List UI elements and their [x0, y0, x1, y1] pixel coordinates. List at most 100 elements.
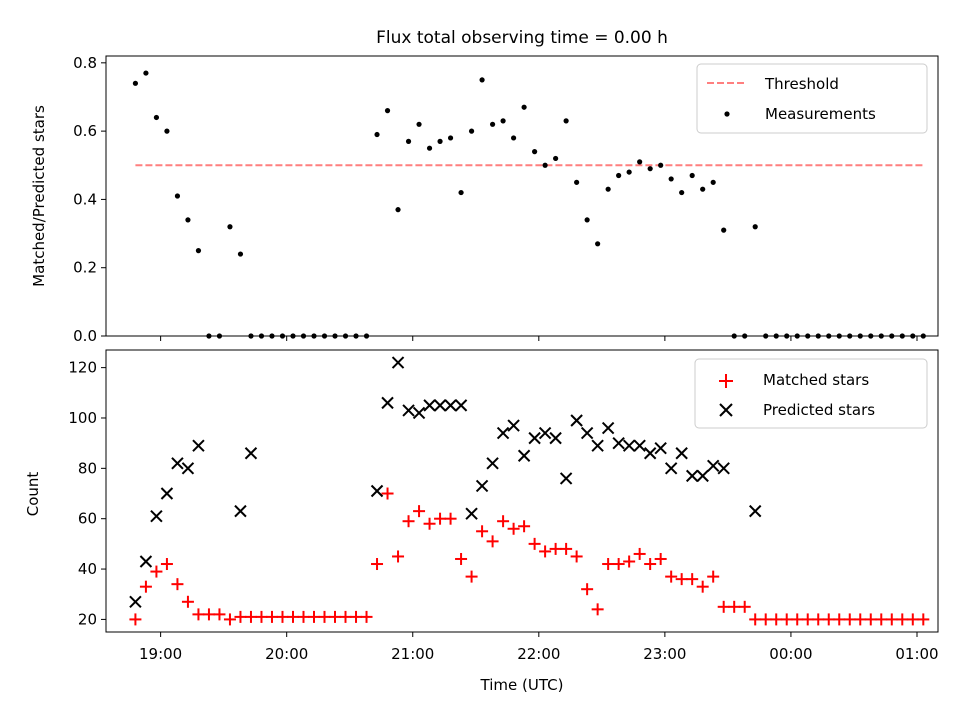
matched-star-point: [244, 610, 257, 623]
matched-star-point: [318, 610, 331, 623]
predicted-star-point: [160, 487, 174, 500]
measurement-point: [395, 207, 401, 213]
measurement-point: [658, 162, 664, 168]
matched-star-point: [265, 610, 278, 623]
top-y-axis-label: Matched/Predicted stars: [30, 105, 48, 287]
predicted-star-point: [370, 484, 384, 498]
measurement-point: [826, 333, 832, 339]
matched-star-point: [822, 613, 835, 626]
matched-star-point: [139, 580, 152, 593]
predicted-star-point: [601, 421, 615, 435]
matched-star-point: [434, 512, 447, 525]
predicted-star-point: [591, 439, 604, 452]
matched-star-point: [644, 558, 657, 571]
matched-star-point: [549, 542, 562, 555]
matched-star-point: [339, 610, 352, 623]
measurement-point: [784, 333, 790, 339]
matched-star-point: [759, 613, 772, 626]
predicted-star-point: [706, 459, 720, 473]
bottom-y-tick-label: 120: [68, 359, 97, 377]
matched-star-point: [780, 613, 793, 626]
matched-star-point: [497, 515, 510, 528]
predicted-star-point: [643, 447, 657, 460]
measurement-point: [868, 333, 874, 339]
bottom-panel: 20 40 60 80 100 120 19:00 20:00 21:00 22:00 23:00…: [24, 349, 939, 694]
x-tick-label: 00:00: [769, 645, 812, 663]
measurement-point: [637, 159, 643, 165]
measurement-point: [815, 333, 821, 339]
measurement-point: [384, 108, 391, 114]
matched-star-point: [202, 608, 215, 621]
measurement-point: [742, 333, 748, 339]
matched-star-point: [276, 610, 289, 623]
matched-star-point: [402, 515, 415, 528]
measurement-point: [248, 333, 254, 339]
matched-star-point: [528, 537, 541, 550]
measurement-point: [353, 333, 359, 339]
matched-star-point: [308, 610, 320, 623]
predicted-star-point: [381, 396, 394, 410]
top-plot-frame: [105, 55, 939, 337]
x-tick-label: 21:00: [391, 645, 434, 663]
legend-predicted-swatch: [719, 403, 733, 417]
legend-threshold-label: Threshold: [764, 75, 839, 93]
predicted-star-point: [129, 595, 142, 608]
matched-star-point: [539, 545, 552, 558]
measurement-point: [668, 176, 674, 182]
measurement-point: [857, 333, 863, 339]
measurement-point: [542, 162, 548, 168]
matched-star-point: [570, 550, 583, 563]
chart-title: Flux total observing time = 0.00 h: [376, 28, 668, 48]
matched-star-point: [917, 613, 930, 626]
predicted-star-point: [244, 447, 258, 460]
bottom-y-tick-label: 80: [78, 459, 97, 477]
predicted-star-point: [749, 504, 762, 518]
matched-star-point: [181, 595, 194, 608]
matched-star-point: [192, 608, 205, 621]
top-y-tick-label: 0.8: [73, 54, 97, 72]
matched-star-point: [612, 558, 625, 571]
predicted-star-point: [391, 356, 405, 369]
measurement-point: [794, 333, 800, 339]
matched-star-point: [602, 558, 615, 571]
matched-star-point: [444, 512, 457, 525]
matched-star-point: [171, 578, 184, 591]
top-x-ticks: [160, 336, 918, 341]
predicted-star-point: [664, 462, 678, 475]
measurement-point: [773, 333, 779, 339]
bottom-legend: Matched stars Predicted stars: [694, 358, 928, 429]
matched-star-point: [843, 613, 856, 626]
matched-star-point: [423, 517, 436, 530]
matched-star-point: [864, 613, 877, 626]
top-y-tick-label: 0.0: [73, 327, 97, 345]
measurement-point: [889, 333, 895, 339]
legend-measurements-label: Measurements: [765, 105, 876, 123]
measurement-point: [374, 131, 380, 138]
top-y-tick-label: 0.2: [73, 259, 97, 277]
matched-star-point: [791, 613, 804, 626]
predicted-star-point: [454, 399, 468, 412]
matched-star-point: [392, 550, 405, 563]
predicted-star-point: [517, 449, 531, 462]
measurement-point: [258, 333, 265, 339]
matched-star-point: [486, 535, 499, 548]
matched-star-point: [654, 552, 667, 565]
predicted-star-point: [622, 439, 636, 452]
matched-star-point: [381, 487, 394, 500]
matched-star-point: [696, 580, 709, 593]
matched-star-point: [223, 613, 236, 626]
matched-star-point: [623, 555, 636, 568]
bottom-plot-frame: [105, 349, 939, 633]
x-tick-label: 19:00: [139, 645, 182, 663]
matched-star-point: [896, 613, 909, 626]
matched-star-point: [633, 547, 646, 560]
predicted-star-point: [633, 439, 646, 452]
measurement-point: [595, 241, 601, 247]
measurement-point: [321, 333, 328, 339]
measurement-point: [363, 333, 370, 339]
bottom-y-tick-label: 20: [78, 610, 97, 628]
measurement-point: [510, 135, 517, 141]
measurement-point: [605, 186, 611, 192]
matched-star-point: [255, 610, 268, 623]
